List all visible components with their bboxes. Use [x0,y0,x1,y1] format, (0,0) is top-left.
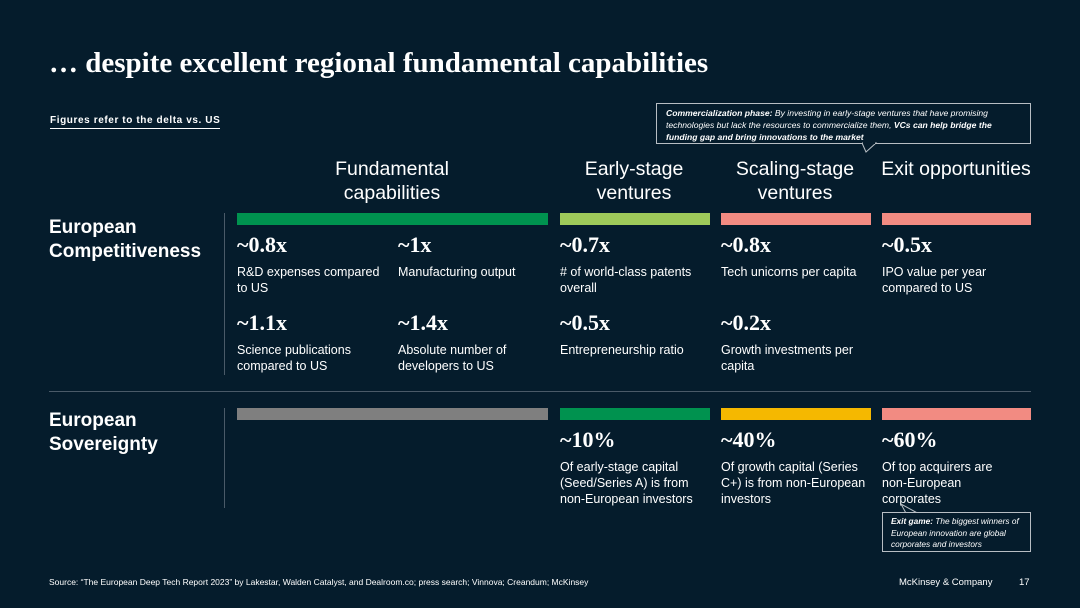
metric-value: ~60% [882,427,938,452]
column-header-early: Early-stage ventures [584,158,684,204]
metric-unicorns: ~0.8x Tech unicorns per capita [721,232,876,280]
section-separator [49,391,1031,392]
metric-value: ~0.8x [237,232,287,257]
metric-ipo: ~0.5x IPO value per year compared to US [882,232,1007,296]
metric-label: Growth investments per capita [721,343,853,373]
metric-label: Absolute number of developers to US [398,343,507,373]
exit-callout-lead: Exit game: [891,516,933,526]
metric-entrepreneurship: ~0.5x Entrepreneurship ratio [560,310,718,358]
metric-early-capital: ~10% Of early-stage capital (Seed/Series… [560,427,712,507]
metric-value: ~0.8x [721,232,771,257]
metric-value: ~0.5x [560,310,610,335]
metric-growth-capital: ~40% Of growth capital (Series C+) is fr… [721,427,871,507]
exit-callout-text: The biggest winners of European innovati… [891,516,1019,549]
metric-label: Science publications compared to US [237,343,351,373]
metric-developers: ~1.4x Absolute number of developers to U… [398,310,523,374]
metric-label: Manufacturing output [398,265,516,279]
metric-value: ~1.4x [398,310,448,335]
page-title: … despite excellent regional fundamental… [49,47,709,79]
metric-label: Of early-stage capital (Seed/Series A) i… [560,460,693,506]
metric-label: # of world-class patents overall [560,265,692,295]
metric-growth-investments: ~0.2x Growth investments per capita [721,310,871,374]
row-label-sovereignty: European Sovereignty [49,410,158,455]
metric-value: ~10% [560,427,616,452]
metric-value: ~1x [398,232,432,257]
page-number: 17 [1019,577,1030,588]
metric-label: Tech unicorns per capita [721,265,857,279]
metric-label: Of top acquirers are non-European corpor… [882,460,993,506]
commercialization-callout: Commercialization phase: By investing in… [656,103,1031,144]
bar-early-stage [560,213,710,225]
column-header-exit: Exit opportunities [881,158,1031,180]
column-header-fundamental: Fundamental capabilities [335,158,449,204]
bar-early-sovereignty [560,408,710,420]
delta-note: Figures refer to the delta vs. US [50,115,221,129]
source-note: Source: “The European Deep Tech Report 2… [49,577,589,587]
bar-exit-sovereignty [882,408,1031,420]
bar-scaling-sovereignty [721,408,871,420]
callout-pointer [862,142,878,153]
row-divider-competitiveness [224,213,225,375]
metric-label: Of growth capital (Series C+) is from no… [721,460,866,506]
metric-value: ~0.5x [882,232,932,257]
metric-value: ~40% [721,427,777,452]
bar-fundamental [237,213,548,225]
metric-patents: ~0.7x # of world-class patents overall [560,232,710,296]
metric-label: R&D expenses compared to US [237,265,380,295]
bar-fundamental-sovereignty [237,408,548,420]
metric-value: ~0.7x [560,232,610,257]
metric-value: ~0.2x [721,310,771,335]
callout-lead: Commercialization phase: [666,108,773,118]
metric-manufacturing: ~1x Manufacturing output [398,232,556,280]
column-header-scaling: Scaling-stage ventures [735,158,855,204]
metric-label: Entrepreneurship ratio [560,343,684,357]
metric-publications: ~1.1x Science publications compared to U… [237,310,372,374]
metric-acquirers: ~60% Of top acquirers are non-European c… [882,427,1017,507]
metric-value: ~1.1x [237,310,287,335]
metric-label: IPO value per year compared to US [882,265,987,295]
metric-rnd: ~0.8x R&D expenses compared to US [237,232,387,296]
callout-bold: VCs can help bridge the funding gap and … [666,120,992,142]
row-divider-sovereignty [224,408,225,508]
exit-game-callout: Exit game: The biggest winners of Europe… [882,512,1031,552]
bar-exit [882,213,1031,225]
row-label-competitiveness: European Competitiveness [49,217,202,262]
callout-text: By investing in early-stage ventures tha… [666,108,988,130]
bar-scaling-stage [721,213,871,225]
company-name: McKinsey & Company [899,577,993,588]
